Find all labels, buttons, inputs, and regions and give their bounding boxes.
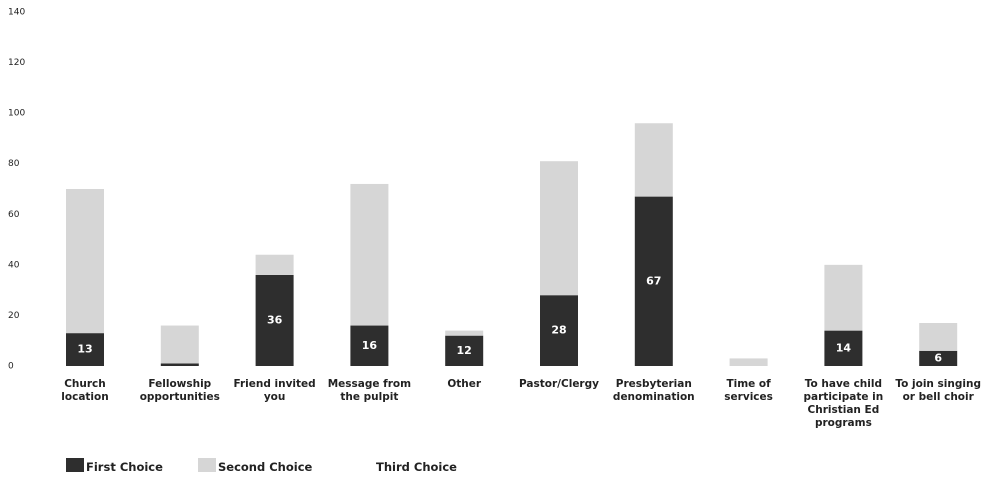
bar-segment — [350, 183, 389, 326]
y-tick-label: 40 — [8, 260, 20, 270]
y-tick-label: 120 — [8, 58, 25, 68]
data-label: 13 — [77, 343, 92, 356]
bar-segment — [919, 323, 958, 351]
bar-segment — [824, 330, 863, 366]
data-label: 28 — [551, 324, 566, 337]
x-tick-label: Presbyterian denomination — [612, 378, 695, 403]
data-label: 12 — [457, 344, 472, 357]
x-tick-label: Fellowship opportunities — [139, 378, 220, 403]
bar-segment — [160, 325, 199, 364]
bar-segment — [824, 264, 863, 331]
data-label: 6 — [934, 351, 942, 364]
legend-swatch — [356, 458, 374, 472]
bar-segment — [255, 254, 294, 275]
y-tick-label: 140 — [8, 8, 25, 18]
bar-segment — [729, 358, 768, 366]
x-tick-label: To join singing or bell choir — [895, 378, 981, 403]
x-tick-label: Church location — [61, 378, 109, 403]
x-tick-label: Time of services — [724, 378, 773, 403]
bar-segment — [540, 295, 578, 366]
bar-segment — [445, 330, 484, 336]
x-tick-label: To have child participate in Christian E… — [803, 378, 884, 429]
data-label: 67 — [646, 274, 661, 287]
bar-segment — [445, 335, 484, 366]
bar-segment — [255, 274, 294, 366]
legend-label: Third Choice — [376, 460, 457, 474]
x-tick-label: Other — [447, 378, 482, 390]
data-label: 14 — [836, 341, 852, 354]
y-tick-label: 60 — [8, 210, 20, 220]
y-tick-label: 0 — [8, 362, 14, 372]
legend-label: First Choice — [86, 460, 163, 474]
bar-segment — [350, 325, 389, 366]
data-label: 16 — [362, 339, 378, 352]
x-tick-label: Message from the pulpit — [327, 378, 412, 403]
x-tick-label: Pastor/Clergy — [519, 378, 599, 390]
bar-segment — [919, 350, 958, 366]
bar-segment — [634, 196, 673, 366]
bar-segment — [634, 123, 673, 197]
bar-segment — [160, 363, 199, 366]
legend-swatch — [198, 458, 216, 472]
data-label: 36 — [267, 313, 283, 326]
y-tick-label: 80 — [8, 159, 20, 169]
bar-segment — [66, 333, 104, 366]
y-tick-label: 20 — [8, 311, 20, 321]
bar-segment — [66, 189, 104, 334]
legend-label: Second Choice — [218, 460, 313, 474]
bar-segment — [540, 161, 578, 296]
legend-swatch — [66, 458, 84, 472]
y-tick-label: 100 — [8, 109, 25, 119]
x-tick-label: Friend invited you — [233, 378, 316, 403]
